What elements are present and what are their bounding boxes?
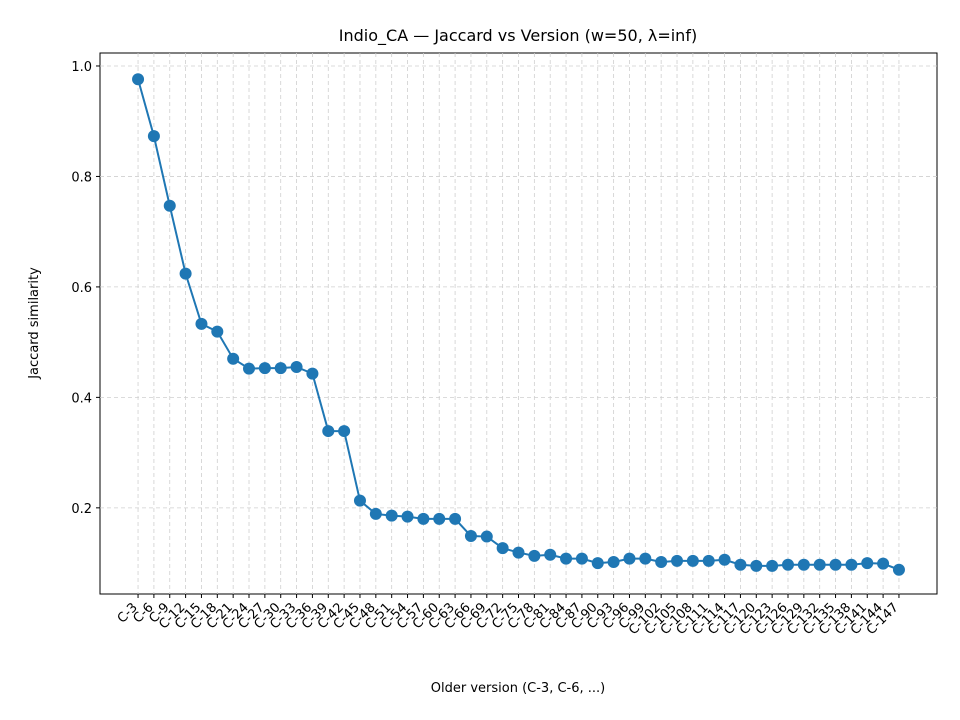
data-point xyxy=(528,549,541,562)
y-tick-label: 0.4 xyxy=(71,391,92,406)
data-point xyxy=(750,559,763,572)
data-point xyxy=(353,494,366,507)
data-point xyxy=(544,548,557,561)
data-point xyxy=(845,558,858,571)
data-point xyxy=(195,317,208,330)
data-point xyxy=(290,360,303,373)
data-point xyxy=(274,362,287,375)
data-point xyxy=(671,554,684,567)
data-point xyxy=(829,558,842,571)
y-tick-label: 0.2 xyxy=(71,502,92,517)
data-point xyxy=(560,552,573,565)
data-point xyxy=(734,558,747,571)
data-point xyxy=(322,425,335,438)
data-point xyxy=(417,512,430,525)
data-point xyxy=(464,530,477,543)
data-point xyxy=(861,557,874,570)
data-point xyxy=(179,267,192,280)
data-point xyxy=(639,552,652,565)
y-tick-label: 1.0 xyxy=(71,60,92,75)
data-point xyxy=(766,559,779,572)
data-point xyxy=(449,512,462,525)
data-point xyxy=(211,325,224,338)
data-point xyxy=(718,553,731,566)
data-point xyxy=(147,130,160,143)
data-point xyxy=(480,530,493,543)
data-point xyxy=(686,554,699,567)
y-axis-label: Jaccard similarity xyxy=(27,267,42,380)
data-point xyxy=(496,542,509,555)
data-point xyxy=(797,558,810,571)
y-tick-label: 0.8 xyxy=(71,170,92,185)
plot-frame xyxy=(99,52,938,595)
data-point xyxy=(401,510,414,523)
data-point xyxy=(369,507,382,520)
data-point xyxy=(132,73,145,86)
data-point xyxy=(338,425,351,438)
data-point xyxy=(702,554,715,567)
data-point xyxy=(227,352,240,365)
data-point xyxy=(512,546,525,559)
data-point xyxy=(655,555,668,568)
x-axis-label: Older version (C-3, C-6, ...) xyxy=(431,681,605,696)
data-point xyxy=(243,362,256,375)
y-tick-label: 0.6 xyxy=(71,281,92,296)
data-point xyxy=(306,367,319,380)
data-point xyxy=(433,512,446,525)
data-point xyxy=(575,552,588,565)
chart-title: Indio_CA — Jaccard vs Version (w=50, λ=i… xyxy=(339,26,697,46)
data-point xyxy=(892,563,905,576)
data-point xyxy=(623,552,636,565)
data-point xyxy=(385,509,398,522)
data-point xyxy=(813,558,826,571)
data-point xyxy=(258,362,271,375)
data-point xyxy=(607,555,620,568)
data-point xyxy=(591,557,604,570)
data-point xyxy=(781,558,794,571)
data-point xyxy=(163,199,176,212)
data-point xyxy=(877,557,890,570)
